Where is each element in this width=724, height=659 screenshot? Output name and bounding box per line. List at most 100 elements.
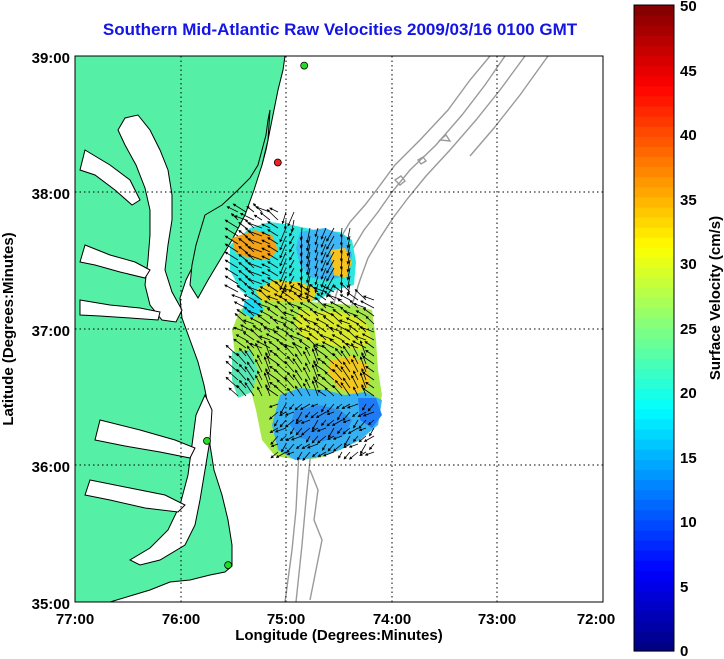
velocity-arrow (339, 235, 344, 246)
velocity-arrow (247, 222, 263, 229)
velocity-arrow (224, 235, 239, 245)
velocity-arrow (299, 302, 311, 309)
colorbar-tick-label: 40 (680, 127, 697, 144)
velocity-arrow (342, 411, 351, 422)
velocity-arrow (224, 259, 239, 269)
velocity-arrow (346, 403, 359, 409)
colorbar-cell (634, 499, 674, 511)
velocity-arrow (342, 345, 351, 357)
velocity-arrow (340, 350, 351, 365)
velocity-arrow (338, 331, 351, 341)
velocity-arrow (362, 403, 367, 411)
velocity-arrow (324, 371, 335, 381)
velocity-arrow (362, 411, 375, 417)
map-title: Southern Mid-Atlantic Raw Velocities 200… (102, 20, 578, 39)
velocity-arrow (226, 206, 239, 213)
velocity-arrow (267, 229, 279, 237)
velocity-arrow (361, 387, 375, 397)
velocity-arrow (316, 293, 327, 301)
velocity-arrow (346, 243, 351, 257)
velocity-arrow (348, 443, 359, 448)
velocity-arrow (339, 267, 344, 278)
velocity-arrow (359, 451, 367, 456)
velocity-arrow (348, 325, 359, 333)
colorbar-cell (634, 398, 674, 410)
velocity-arrow (275, 326, 287, 333)
velocity-arrow (353, 386, 359, 397)
velocity-arrow (236, 384, 247, 397)
velocity-arrow (337, 411, 343, 421)
velocity-arrow (346, 227, 351, 241)
velocity-arrow (320, 267, 327, 280)
velocity-arrow (224, 284, 239, 293)
velocity-arrow (329, 338, 343, 349)
velocity-arrow (346, 275, 351, 289)
colorbar-cell (634, 539, 674, 551)
velocity-arrow (322, 451, 335, 457)
velocity-arrow (290, 219, 295, 233)
velocity-arrow (242, 331, 255, 341)
velocity-arrow (286, 355, 295, 365)
velocity-arrow (320, 243, 327, 256)
velocity-arrow (326, 251, 335, 266)
velocity-arrow (332, 435, 343, 440)
velocity-arrow (284, 419, 295, 428)
velocity-arrow (296, 411, 303, 423)
velocity-arrow (346, 251, 351, 265)
velocity-arrow (274, 419, 279, 427)
velocity-arrow (351, 358, 359, 373)
colorbar-cell (634, 529, 674, 541)
velocity-arrow (324, 355, 335, 365)
velocity-arrow (286, 443, 295, 454)
velocity-arrow (368, 443, 375, 451)
velocity-arrow (360, 443, 367, 455)
velocity-arrow (286, 451, 295, 456)
velocity-arrow (306, 299, 319, 309)
colorbar-tick-label: 20 (680, 385, 697, 402)
velocity-arrow (353, 354, 359, 365)
velocity-arrow (336, 427, 343, 435)
velocity-arrow (343, 443, 351, 448)
velocity-arrow (241, 298, 255, 309)
velocity-arrow (225, 376, 239, 389)
velocity-arrow (326, 403, 335, 414)
velocity-arrow (294, 353, 303, 365)
velocity-arrow (273, 384, 287, 397)
velocity-arrow (228, 371, 239, 381)
x-tick-label: 75:00 (267, 611, 305, 628)
y-tick-label: 36:00 (32, 459, 70, 476)
velocity-arrow (342, 419, 351, 424)
velocity-arrow (270, 443, 279, 448)
velocity-arrow (303, 350, 311, 365)
velocity-arrow (340, 366, 351, 381)
velocity-arrow (361, 371, 375, 381)
velocity-arrow (298, 339, 311, 349)
colorbar-cell (634, 267, 674, 279)
velocity-arrow (355, 310, 367, 317)
velocity-arrow (259, 310, 271, 317)
velocity-arrow (247, 278, 263, 285)
velocity-arrow (314, 251, 319, 262)
velocity-arrow (352, 435, 359, 443)
velocity-arrow (331, 334, 343, 341)
velocity-arrow (233, 338, 247, 349)
colorbar-cell (634, 418, 674, 430)
velocity-arrow (282, 323, 295, 333)
velocity-arrow (313, 286, 327, 293)
velocity-arrow (289, 267, 295, 277)
velocity-arrow (224, 251, 239, 261)
colorbar-cell (634, 287, 674, 299)
velocity-arrow (326, 243, 335, 258)
colorbar-cell (634, 469, 674, 480)
velocity-arrow (303, 382, 311, 397)
velocity-arrow (320, 259, 327, 272)
velocity-arrow (305, 251, 311, 268)
velocity-arrow (329, 326, 343, 333)
colorbar-cell (634, 570, 674, 581)
velocity-arrow (279, 251, 287, 267)
velocity-arrow (238, 230, 247, 237)
colorbar-cell (634, 368, 674, 380)
velocity-arrow (305, 362, 311, 373)
station-active-marker (300, 61, 309, 70)
station-active-marker (203, 436, 211, 445)
